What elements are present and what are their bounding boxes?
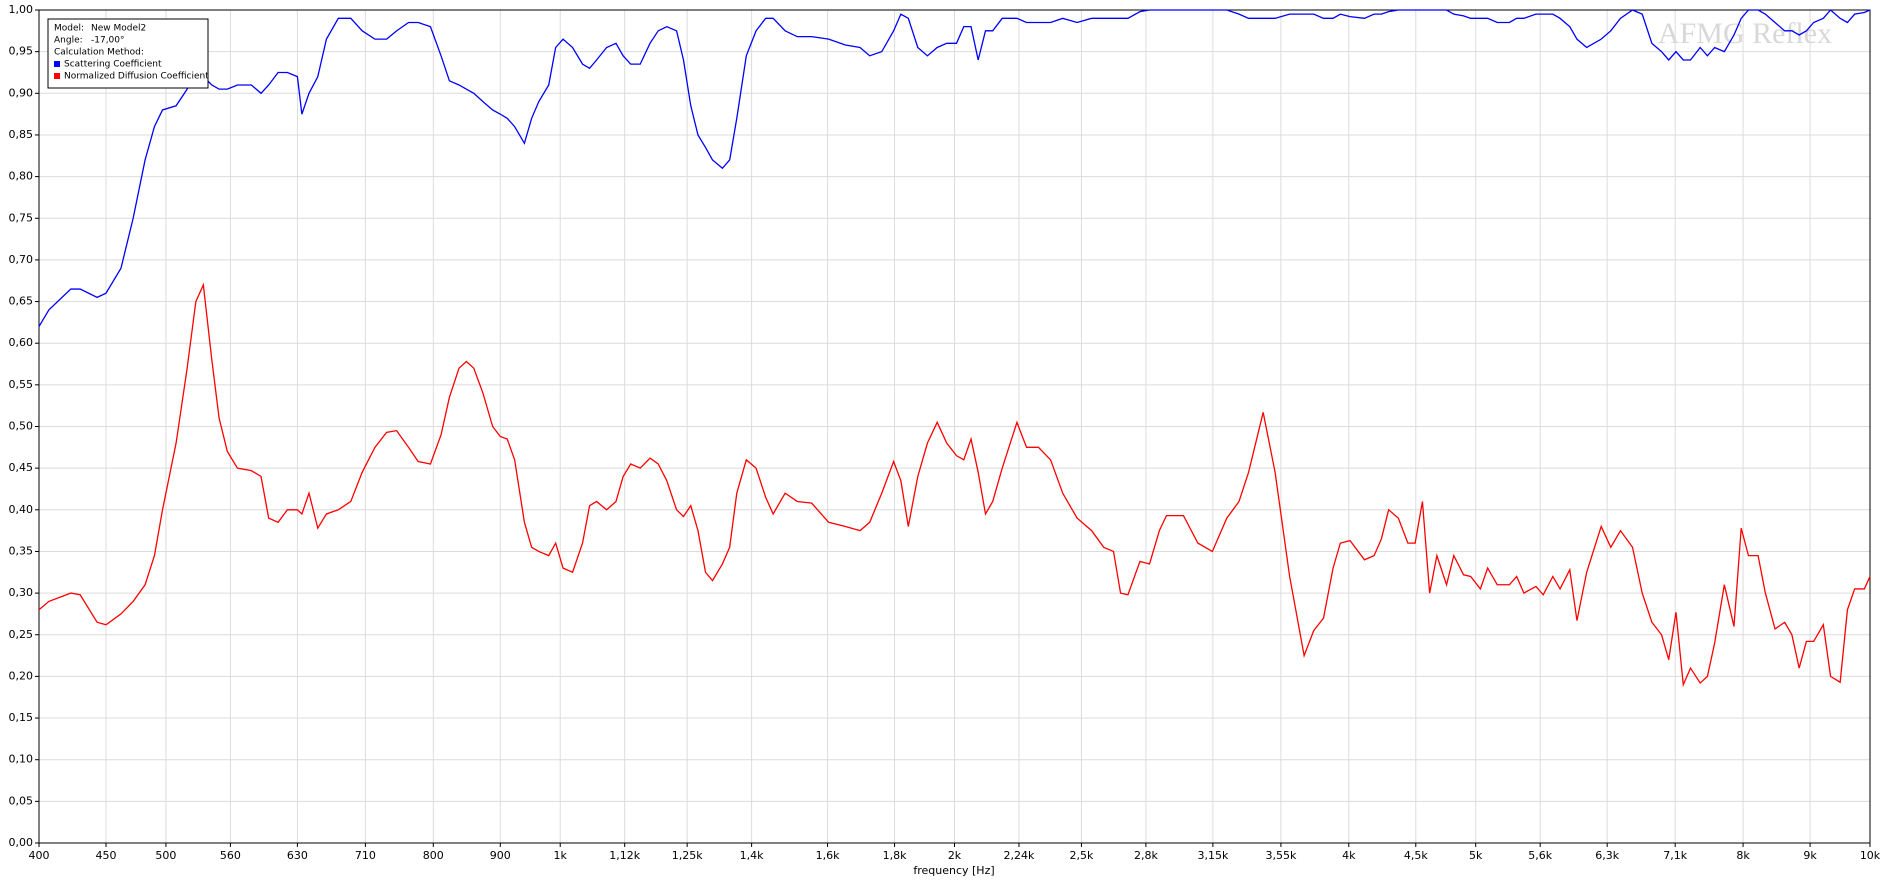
legend-label: Calculation Method: bbox=[54, 48, 144, 58]
y-tick-label: 0,85 bbox=[9, 128, 34, 141]
x-tick-label: 800 bbox=[423, 849, 444, 862]
watermark: AFMG Reflex bbox=[1658, 17, 1832, 50]
x-tick-label: 500 bbox=[155, 849, 176, 862]
x-tick-label: 1k bbox=[554, 849, 568, 862]
legend-entry: Scattering Coefficient bbox=[64, 60, 162, 70]
x-tick-label: 2,5k bbox=[1069, 849, 1093, 862]
y-tick-label: 0,75 bbox=[9, 211, 34, 224]
legend-value: -17,00° bbox=[91, 36, 125, 46]
x-tick-label: 560 bbox=[220, 849, 241, 862]
data-line bbox=[38, 9, 1871, 327]
legend-entry: Normalized Diffusion Coefficient bbox=[64, 72, 209, 82]
x-tick-label: 450 bbox=[95, 849, 116, 862]
y-tick-label: 1,00 bbox=[9, 3, 34, 16]
x-tick-label: 5k bbox=[1469, 849, 1483, 862]
x-tick-label: 2,8k bbox=[1134, 849, 1158, 862]
y-tick-label: 0,10 bbox=[9, 753, 34, 766]
x-tick-label: 3,15k bbox=[1197, 849, 1228, 862]
x-axis-label: frequency [Hz] bbox=[913, 864, 994, 877]
legend-swatch bbox=[54, 61, 60, 67]
y-tick-label: 0,25 bbox=[9, 628, 34, 641]
x-tick-label: 2,24k bbox=[1004, 849, 1035, 862]
x-tick-label: 1,8k bbox=[883, 849, 907, 862]
legend-swatch bbox=[54, 73, 60, 79]
y-tick-label: 0,65 bbox=[9, 295, 34, 308]
plot-frame bbox=[38, 9, 1871, 844]
data-line bbox=[38, 282, 1871, 688]
y-tick-label: 0,40 bbox=[9, 503, 34, 516]
x-tick-label: 630 bbox=[287, 849, 308, 862]
x-tick-label: 9k bbox=[1803, 849, 1817, 862]
y-tick-label: 0,55 bbox=[9, 378, 34, 391]
y-tick-label: 0,35 bbox=[9, 544, 34, 557]
y-tick-label: 0,50 bbox=[9, 420, 34, 433]
y-tick-label: 0,20 bbox=[9, 669, 34, 682]
legend-label: Angle: bbox=[54, 36, 83, 46]
y-tick-label: 0,95 bbox=[9, 45, 34, 58]
x-tick-label: 10k bbox=[1860, 849, 1881, 862]
x-tick-label: 4k bbox=[1342, 849, 1356, 862]
y-tick-label: 0,60 bbox=[9, 336, 34, 349]
x-tick-label: 1,4k bbox=[740, 849, 764, 862]
y-tick-label: 0,15 bbox=[9, 711, 34, 724]
legend: Model: New Model2 Angle: -17,00° Calculation… bbox=[47, 18, 209, 89]
y-tick-label: 0,80 bbox=[9, 170, 34, 183]
x-tick-label: 6,3k bbox=[1595, 849, 1619, 862]
x-tick-label: 2k bbox=[948, 849, 962, 862]
x-tick-label: 4,5k bbox=[1404, 849, 1428, 862]
x-tick-label: 1,6k bbox=[816, 849, 840, 862]
legend-box bbox=[47, 18, 209, 89]
x-tick-label: 3,55k bbox=[1265, 849, 1296, 862]
y-tick-label: 0,00 bbox=[9, 836, 34, 849]
x-tick-label: 900 bbox=[490, 849, 511, 862]
legend-value: New Model2 bbox=[91, 24, 146, 34]
y-tick-label: 0,45 bbox=[9, 461, 34, 474]
legend-label: Model: bbox=[54, 24, 84, 34]
x-tick-label: 8k bbox=[1736, 849, 1750, 862]
y-tick-label: 0,05 bbox=[9, 794, 34, 807]
x-tick-label: 400 bbox=[29, 849, 50, 862]
y-tick-label: 0,70 bbox=[9, 253, 34, 266]
y-tick-label: 0,90 bbox=[9, 86, 34, 99]
x-tick-label: 5,6k bbox=[1528, 849, 1552, 862]
x-tick-label: 1,25k bbox=[672, 849, 703, 862]
x-tick-label: 710 bbox=[355, 849, 376, 862]
x-tick-label: 1,12k bbox=[609, 849, 640, 862]
x-tick-label: 7,1k bbox=[1663, 849, 1687, 862]
y-tick-label: 0,30 bbox=[9, 586, 34, 599]
